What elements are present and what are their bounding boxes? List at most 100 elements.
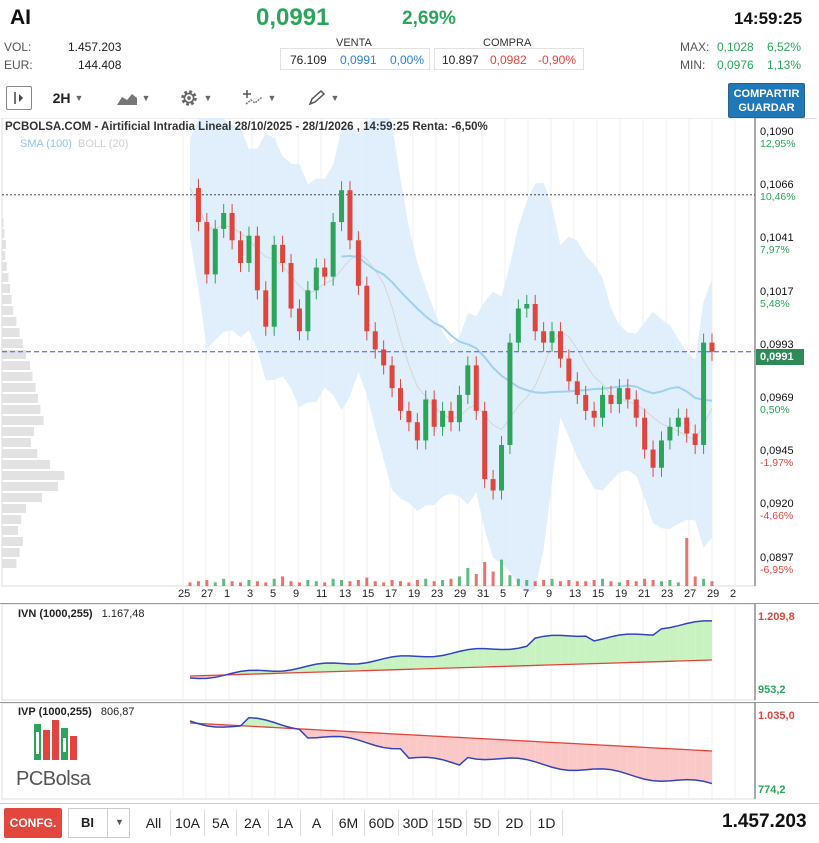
indicator-fill: [518, 740, 527, 760]
volume-bar: [356, 580, 360, 586]
indicator-fill: [661, 748, 670, 782]
volume-profile-bar: [2, 449, 38, 458]
period-button-10a[interactable]: 10A: [171, 810, 205, 836]
y-tick-pct: -6,95%: [760, 563, 794, 576]
indicator-fill: [248, 717, 258, 727]
candle-body: [658, 440, 664, 468]
x-tick-label: 2: [730, 588, 737, 600]
volume-bar: [609, 581, 613, 586]
candle-body: [246, 235, 252, 264]
ticker-symbol: AI: [10, 6, 31, 29]
period-button-all[interactable]: All: [137, 810, 171, 836]
indicator-fill: [695, 620, 704, 661]
indicators-dropdown[interactable]: ▼: [234, 86, 284, 110]
x-tick-label: 5: [500, 588, 507, 600]
share-save-button[interactable]: COMPARTIR GUARDAR: [728, 83, 805, 118]
candle-body: [271, 244, 277, 327]
indicator-fill: [333, 730, 342, 737]
settings-dropdown[interactable]: ▼: [170, 86, 220, 110]
volume-profile-bar: [2, 361, 30, 370]
period-button-1a[interactable]: 1A: [269, 810, 301, 836]
volume-profile-bar: [2, 416, 44, 425]
indicator-fill: [543, 635, 553, 666]
vol-value: 1.457.203: [68, 40, 122, 54]
indicator-fill: [425, 735, 435, 758]
indicator-fill: [669, 625, 679, 662]
indicator-fill: [451, 651, 460, 668]
volume-bar: [196, 581, 200, 586]
y-tick-label: 0,0969: [760, 392, 794, 404]
period-button-60d[interactable]: 60D: [365, 810, 399, 836]
price-chart[interactable]: [0, 118, 819, 604]
candle-body: [221, 212, 227, 229]
interval-dropdown[interactable]: 2H ▼: [40, 86, 96, 110]
y-tick-label: 0,0993: [760, 338, 794, 351]
volume-bar: [390, 580, 394, 586]
period-button-2d[interactable]: 2D: [499, 810, 531, 836]
period-button-5d[interactable]: 5D: [467, 810, 499, 836]
indicator-fill: [392, 655, 401, 670]
volume-profile-bar: [2, 328, 20, 337]
period-button-15d[interactable]: 15D: [433, 810, 467, 836]
save-label: GUARDAR: [738, 102, 795, 114]
indicator-fill: [501, 739, 510, 759]
indicator-fill: [577, 636, 586, 665]
x-tick-label: 13: [569, 588, 582, 600]
volume-profile-bar: [2, 317, 17, 326]
indicator-fill: [526, 741, 536, 762]
indicator-fill: [366, 732, 376, 746]
indicator-fill: [594, 638, 603, 664]
candle-body: [650, 449, 656, 468]
x-tick-label: 29: [454, 588, 467, 600]
config-button[interactable]: CONFG.: [4, 808, 62, 838]
volume-bar: [373, 581, 377, 586]
volume-profile-bar: [2, 284, 10, 293]
candle-body: [229, 212, 235, 241]
volume-profile-bar: [2, 240, 6, 249]
volume-bar: [457, 576, 461, 586]
indicator-fill: [509, 740, 519, 759]
candle-body: [591, 410, 597, 418]
min-label: MIN:: [680, 58, 706, 72]
indicator-fill: [686, 621, 696, 661]
volume-bar: [643, 578, 647, 586]
indicator-fill: [257, 718, 266, 728]
period-button-a[interactable]: A: [301, 810, 333, 836]
candle-body: [456, 394, 462, 423]
volume-bar: [297, 582, 301, 586]
venta-label: VENTA: [336, 37, 372, 49]
indicator-base-line: [189, 659, 713, 677]
candle-body: [305, 290, 311, 332]
sidebar-toggle-button[interactable]: [6, 86, 32, 110]
y-tick-label: 0,0897: [760, 551, 794, 564]
x-tick-label: 25: [178, 588, 191, 600]
mode-select[interactable]: BI ▼: [68, 808, 130, 838]
period-button-2a[interactable]: 2A: [237, 810, 269, 836]
candle-body: [692, 433, 698, 445]
gear-icon: [180, 90, 197, 106]
indicator-fill: [568, 743, 578, 771]
candle-body: [263, 290, 269, 327]
indicator-fill: [602, 745, 611, 770]
period-button-6m[interactable]: 6M: [333, 810, 365, 836]
y-tick-label: 0,0920: [760, 498, 794, 511]
candle-body: [667, 426, 673, 441]
chart-type-dropdown[interactable]: ▼: [108, 86, 158, 110]
indicator-fill: [627, 634, 637, 663]
x-tick-label: 1: [224, 588, 231, 600]
pencil-icon: [308, 89, 325, 106]
period-button-30d[interactable]: 30D: [399, 810, 433, 836]
indicator-fill: [552, 742, 561, 770]
drawing-tools-dropdown[interactable]: ▼: [298, 86, 348, 110]
indicator-fill: [400, 655, 409, 670]
period-button-5a[interactable]: 5A: [205, 810, 237, 836]
volume-bar: [398, 581, 402, 586]
volume-bar: [239, 582, 243, 586]
candle-body: [675, 417, 681, 427]
candle-body: [322, 267, 328, 277]
candle-body: [364, 285, 370, 332]
period-button-1d[interactable]: 1D: [531, 810, 563, 836]
indicator-fill: [619, 634, 628, 663]
volume-bar: [483, 562, 487, 586]
volume-bar: [685, 538, 689, 586]
